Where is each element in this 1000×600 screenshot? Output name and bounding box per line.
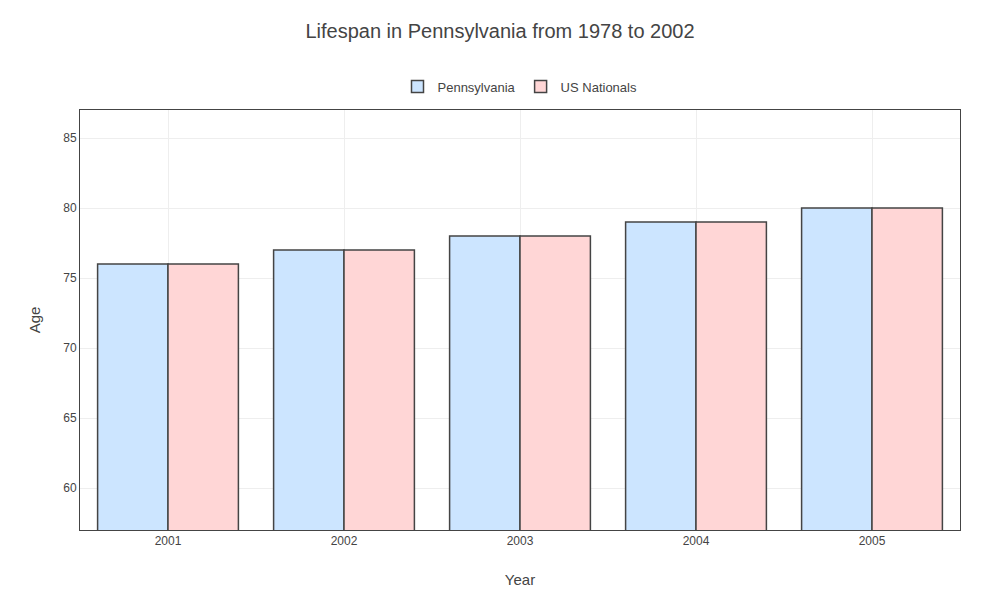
svg-text:70: 70	[63, 341, 77, 355]
svg-text:65: 65	[63, 411, 77, 425]
svg-text:75: 75	[63, 271, 77, 285]
svg-text:Age: Age	[26, 307, 43, 334]
svg-text:60: 60	[63, 481, 77, 495]
svg-text:80: 80	[63, 201, 77, 215]
svg-text:Lifespan in Pennsylvania from: Lifespan in Pennsylvania from 1978 to 20…	[305, 20, 694, 42]
svg-text:2004: 2004	[683, 534, 710, 548]
svg-text:Year: Year	[505, 571, 535, 588]
svg-text:Pennsylvania: Pennsylvania	[438, 80, 516, 95]
svg-text:2002: 2002	[331, 534, 358, 548]
svg-text:US Nationals: US Nationals	[561, 80, 637, 95]
svg-text:2005: 2005	[859, 534, 886, 548]
svg-text:85: 85	[63, 131, 77, 145]
svg-text:2001: 2001	[155, 534, 182, 548]
svg-text:2003: 2003	[507, 534, 534, 548]
